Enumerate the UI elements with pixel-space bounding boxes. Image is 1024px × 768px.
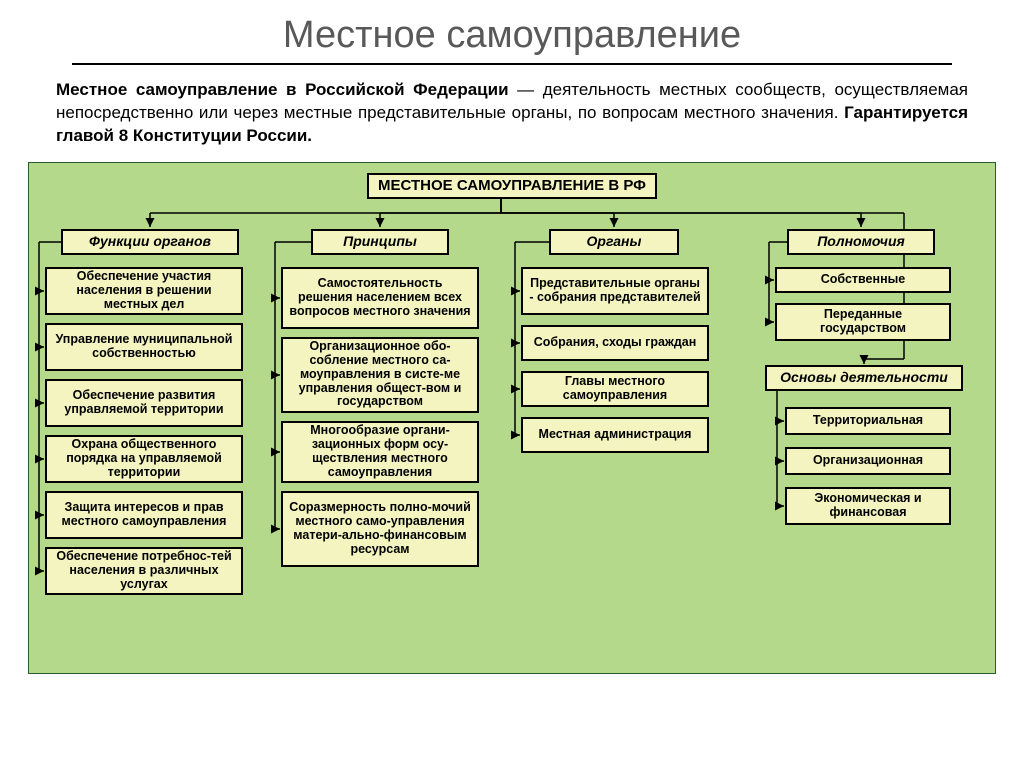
title-underline [72,63,952,65]
slide-title: Местное самоуправление [0,0,1024,63]
cat-principles: Принципы [311,229,449,255]
item-functions-5: Обеспечение потребнос-тей населения в ра… [45,547,243,595]
item-principles-0: Самостоятельность решения населением все… [281,267,479,329]
intro-bold-start: Местное самоуправление в Российской Феде… [56,80,509,99]
item-powers-0: Собственные [775,267,951,293]
item-basis-0: Территориальная [785,407,951,435]
diagram: МЕСТНОЕ САМОУПРАВЛЕНИЕ В РФ Функции орга… [28,162,996,674]
item-functions-4: Защита интересов и прав местного самоупр… [45,491,243,539]
item-organs-0: Представительные органы - собрания предс… [521,267,709,315]
item-principles-2: Многообразие органи-зационных форм осу-щ… [281,421,479,483]
cat-organs: Органы [549,229,679,255]
item-functions-3: Охрана общественного порядка на управляе… [45,435,243,483]
item-functions-2: Обеспечение развития управляемой террито… [45,379,243,427]
item-organs-1: Собрания, сходы граждан [521,325,709,361]
cat-functions: Функции органов [61,229,239,255]
cat-basis: Основы деятельности [765,365,963,391]
item-principles-1: Организационное обо-собление местного са… [281,337,479,413]
item-powers-1: Переданные государством [775,303,951,341]
item-functions-0: Обеспечение участия населения в решении … [45,267,243,315]
item-functions-1: Управление муниципальной собственностью [45,323,243,371]
root-node: МЕСТНОЕ САМОУПРАВЛЕНИЕ В РФ [367,173,657,199]
item-organs-2: Главы местного самоуправления [521,371,709,407]
item-principles-3: Соразмерность полно-мочий местного само-… [281,491,479,567]
intro-text: Местное самоуправление в Российской Феде… [0,79,1024,162]
item-organs-3: Местная администрация [521,417,709,453]
item-basis-1: Организационная [785,447,951,475]
item-basis-2: Экономическая и финансовая [785,487,951,525]
cat-powers: Полномочия [787,229,935,255]
